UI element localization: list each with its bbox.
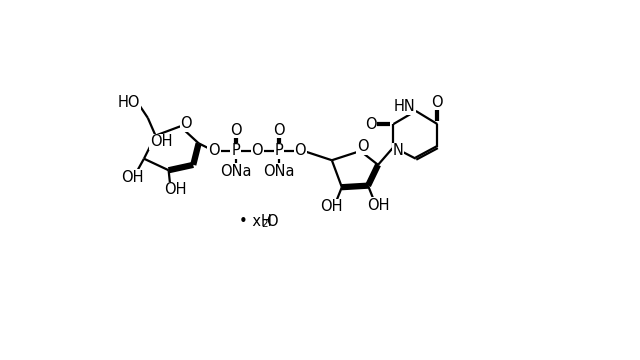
Text: O: O <box>294 144 306 158</box>
Text: O: O <box>273 123 285 138</box>
Text: OH: OH <box>164 183 187 197</box>
Text: P: P <box>275 144 283 158</box>
Text: 2: 2 <box>261 219 268 229</box>
Text: O: O <box>357 139 369 154</box>
Text: P: P <box>231 144 240 158</box>
Text: O: O <box>266 214 277 229</box>
Text: O: O <box>180 116 192 131</box>
Text: • xH: • xH <box>239 214 273 229</box>
Text: O: O <box>431 95 443 109</box>
Text: O: O <box>230 123 241 138</box>
Text: O: O <box>365 117 376 131</box>
Text: O: O <box>208 144 220 158</box>
Text: OH: OH <box>320 199 342 214</box>
Text: O: O <box>252 144 263 158</box>
Text: OH: OH <box>367 198 390 213</box>
Text: HN: HN <box>394 99 415 114</box>
Text: N: N <box>392 144 403 158</box>
Text: OH: OH <box>121 170 143 185</box>
Text: OH: OH <box>150 134 172 149</box>
Text: ONa: ONa <box>263 164 294 179</box>
Text: HO: HO <box>118 95 140 109</box>
Text: ONa: ONa <box>220 164 252 179</box>
